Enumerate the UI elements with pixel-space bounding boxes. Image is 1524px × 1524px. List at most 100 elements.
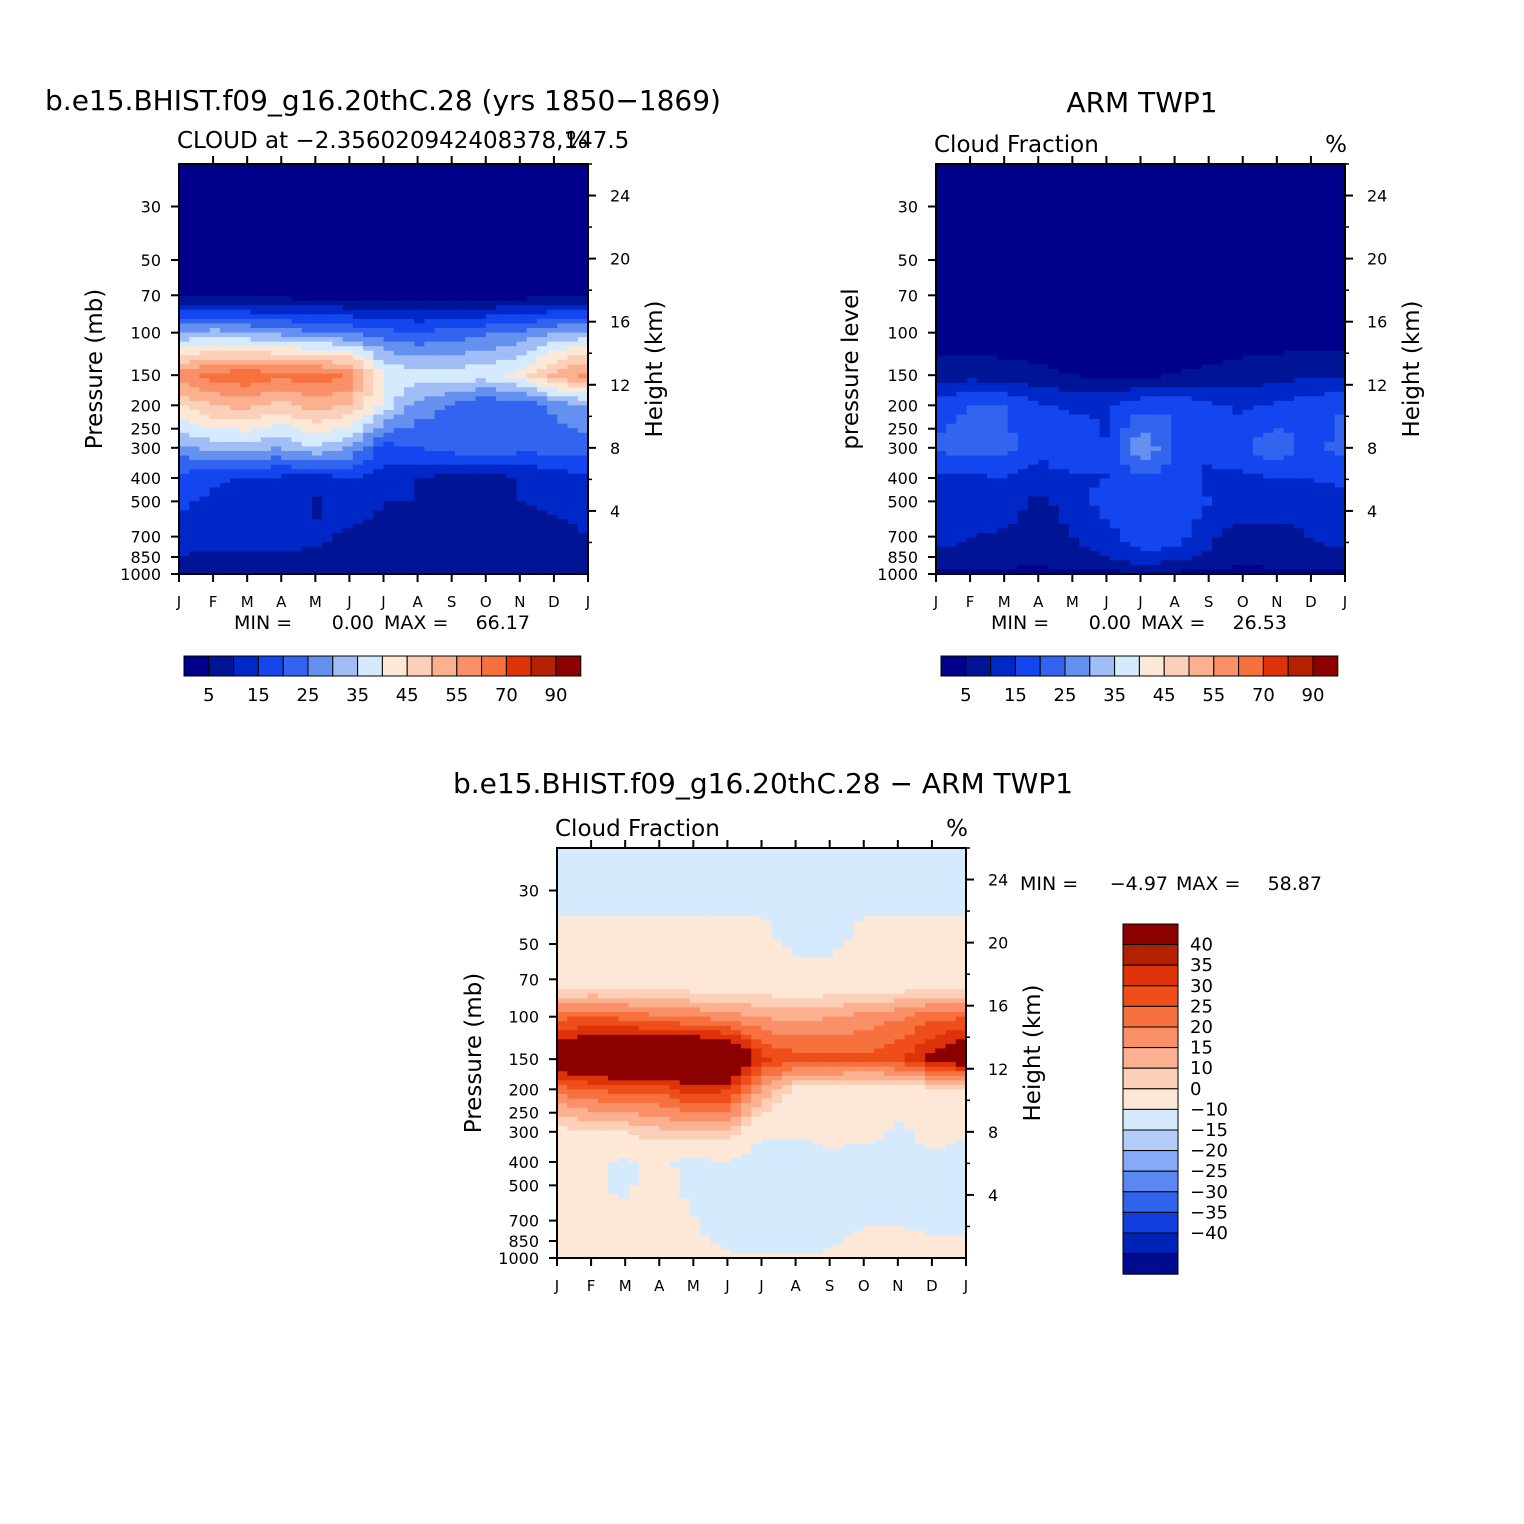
field-cell	[1252, 182, 1264, 188]
field-cell	[1222, 282, 1234, 288]
field-cell	[250, 341, 262, 347]
field-cell	[495, 282, 507, 288]
field-cell	[281, 264, 293, 270]
field-cell	[179, 387, 190, 393]
field-cell	[271, 314, 282, 320]
field-cell	[1334, 200, 1345, 206]
field-cell	[1283, 227, 1295, 233]
field-cell	[1263, 291, 1275, 297]
field-cell	[495, 273, 507, 279]
field-cell	[1222, 255, 1234, 261]
field-cell	[495, 205, 507, 211]
field-cell	[260, 451, 272, 457]
field-cell	[444, 173, 456, 179]
field-cell	[577, 387, 588, 393]
colorbar-swatch	[233, 655, 259, 677]
field-cell	[363, 182, 374, 188]
field-cell	[189, 173, 201, 179]
field-cell	[363, 341, 374, 347]
field-cell	[1334, 218, 1345, 224]
field-cell	[219, 455, 231, 461]
field-cell	[373, 168, 385, 174]
field-cell	[209, 232, 221, 238]
field-cell	[577, 423, 588, 429]
field-cell	[414, 555, 425, 561]
field-cell	[179, 451, 190, 457]
field-cell	[199, 341, 211, 347]
field-cell	[363, 533, 374, 539]
field-cell	[495, 364, 507, 370]
field-cell	[403, 200, 415, 206]
field-cell	[1160, 164, 1172, 170]
field-cell	[260, 323, 272, 329]
field-cell	[1334, 191, 1345, 197]
field-cell	[342, 314, 354, 320]
field-cell	[465, 378, 477, 384]
field-cell	[1058, 246, 1070, 252]
field-cell	[373, 209, 385, 215]
field-cell	[199, 391, 211, 397]
field-cell	[567, 382, 579, 388]
field-cell	[383, 391, 395, 397]
field-cell	[1017, 287, 1029, 293]
field-cell	[1068, 214, 1080, 220]
field-cell	[997, 300, 1009, 306]
field-cell	[199, 469, 211, 475]
field-cell	[516, 177, 528, 183]
field-cell	[455, 560, 466, 566]
field-cell	[230, 232, 241, 238]
field-cell	[1273, 264, 1285, 270]
field-cell	[506, 191, 518, 197]
field-cell	[536, 186, 548, 192]
field-cell	[363, 227, 374, 233]
field-cell	[424, 350, 436, 356]
field-cell	[250, 282, 262, 288]
field-cell	[465, 241, 477, 247]
field-cell	[311, 168, 323, 174]
field-cell	[1130, 305, 1142, 311]
field-cell	[240, 391, 252, 397]
field-cell	[495, 241, 507, 247]
field-cell	[424, 533, 436, 539]
field-cell	[1293, 200, 1305, 206]
field-cell	[526, 195, 538, 202]
field-cell	[352, 478, 364, 484]
field-cell	[997, 236, 1009, 243]
field-cell	[342, 318, 354, 325]
field-cell	[260, 523, 272, 530]
field-cell	[485, 227, 497, 233]
field-cell	[342, 214, 354, 220]
field-cell	[311, 300, 323, 306]
field-cell	[536, 328, 548, 334]
field-cell	[352, 296, 364, 302]
field-cell	[547, 241, 558, 247]
field-cell	[301, 405, 313, 411]
field-cell	[373, 309, 385, 315]
field-cell	[271, 195, 282, 202]
field-cell	[1171, 182, 1182, 188]
field-cell	[311, 264, 323, 270]
field-cell	[946, 218, 958, 224]
field-cell	[475, 168, 487, 174]
field-cell	[475, 492, 487, 498]
field-cell	[363, 350, 374, 356]
field-cell	[1304, 205, 1315, 211]
field-cell	[230, 464, 241, 470]
field-cell	[250, 519, 262, 525]
field-cell	[1160, 223, 1172, 229]
field-cell	[301, 246, 313, 252]
colorbar-swatch	[530, 655, 557, 677]
field-cell	[352, 168, 364, 174]
field-cell	[393, 323, 405, 329]
field-cell	[260, 428, 272, 434]
field-cell	[199, 355, 211, 361]
field-cell	[475, 268, 487, 274]
field-cell	[465, 533, 477, 539]
field-cell	[455, 528, 466, 534]
field-cell	[311, 523, 323, 530]
field-cell	[332, 173, 344, 179]
field-cell	[455, 451, 466, 457]
field-cell	[956, 223, 968, 229]
field-cell	[363, 482, 374, 489]
field-cell	[424, 542, 436, 548]
